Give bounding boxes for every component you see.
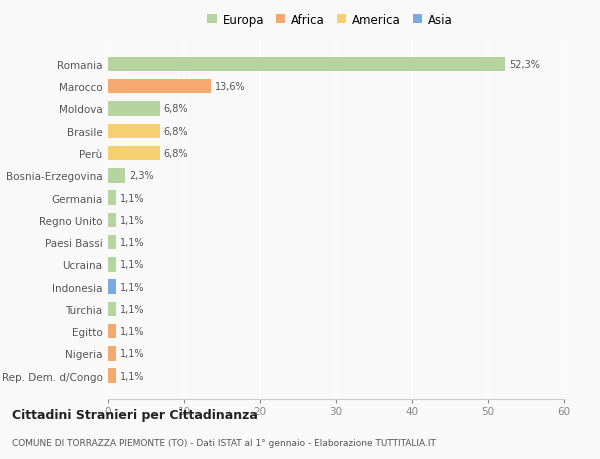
Text: COMUNE DI TORRAZZA PIEMONTE (TO) - Dati ISTAT al 1° gennaio - Elaborazione TUTTI: COMUNE DI TORRAZZA PIEMONTE (TO) - Dati … <box>12 438 436 447</box>
Text: 2,3%: 2,3% <box>129 171 154 181</box>
Text: 13,6%: 13,6% <box>215 82 246 92</box>
Bar <box>108 80 211 94</box>
Text: 1,1%: 1,1% <box>120 193 145 203</box>
Bar <box>108 168 125 183</box>
Text: 6,8%: 6,8% <box>163 127 188 136</box>
Bar <box>108 347 116 361</box>
Bar <box>108 124 160 139</box>
Text: 1,1%: 1,1% <box>120 326 145 336</box>
Bar <box>108 280 116 294</box>
Text: 1,1%: 1,1% <box>120 238 145 247</box>
Legend: Europa, Africa, America, Asia: Europa, Africa, America, Asia <box>203 11 457 30</box>
Bar <box>108 369 116 383</box>
Text: 1,1%: 1,1% <box>120 304 145 314</box>
Text: 1,1%: 1,1% <box>120 282 145 292</box>
Bar <box>108 235 116 250</box>
Text: 1,1%: 1,1% <box>120 349 145 358</box>
Bar <box>108 302 116 316</box>
Text: 52,3%: 52,3% <box>509 60 540 70</box>
Bar <box>108 146 160 161</box>
Bar <box>108 213 116 228</box>
Bar <box>108 257 116 272</box>
Text: 1,1%: 1,1% <box>120 260 145 270</box>
Text: 1,1%: 1,1% <box>120 371 145 381</box>
Text: 6,8%: 6,8% <box>163 104 188 114</box>
Bar <box>108 102 160 117</box>
Text: Cittadini Stranieri per Cittadinanza: Cittadini Stranieri per Cittadinanza <box>12 408 258 421</box>
Bar <box>108 191 116 205</box>
Bar <box>108 57 505 72</box>
Bar <box>108 324 116 339</box>
Text: 1,1%: 1,1% <box>120 215 145 225</box>
Text: 6,8%: 6,8% <box>163 149 188 159</box>
